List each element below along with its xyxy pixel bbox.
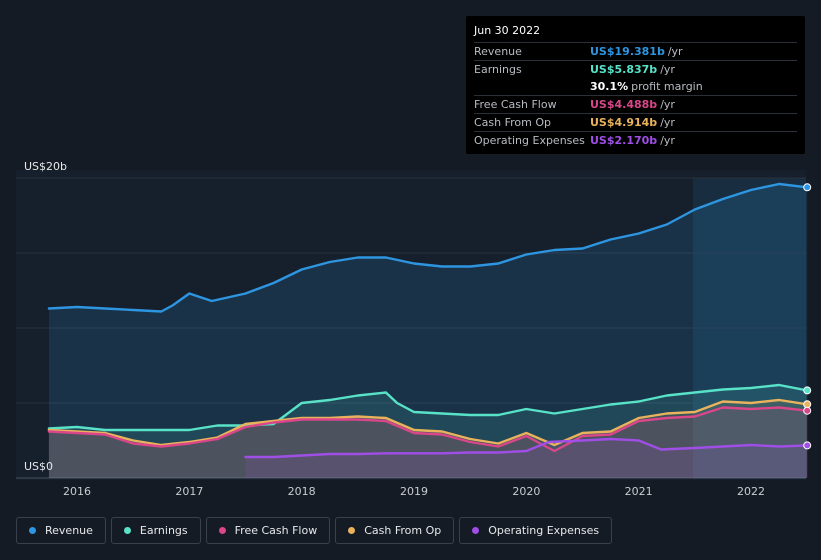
legend-dot-icon [123,527,131,534]
tooltip-panel: Jun 30 2022 Revenue US$19.381b /yr Earni… [466,16,805,154]
series-lines [47,182,809,459]
legend-item-earnings[interactable]: Earnings [110,517,201,544]
line-free-cash-flow [47,406,809,453]
x-tick-label: 2020 [512,485,540,498]
tooltip-unit: /yr [660,63,675,76]
line-cash-from-op [47,398,809,447]
chart-legend: Revenue Earnings Free Cash Flow Cash Fro… [16,517,613,544]
tooltip-value: US$2.170b [590,134,658,147]
legend-dot-icon [348,527,356,534]
end-marker-operating-expenses [803,441,812,450]
tooltip-value: US$19.381b [590,45,665,58]
tooltip-row-free-cash-flow: Free Cash Flow US$4.488b /yr [474,95,797,113]
series-end-markers [803,183,812,450]
tooltip-unit: /yr [667,45,683,58]
x-tick-label: 2019 [400,485,428,498]
line-revenue [47,182,809,313]
tooltip-unit: /yr [660,116,675,129]
y-tick-label: US$20b [24,160,67,173]
tooltip-unit: /yr [660,98,675,111]
legend-item-revenue[interactable]: Revenue [16,517,106,544]
legend-label: Cash From Op [364,524,442,537]
legend-dot-icon [29,527,36,534]
axis-labels: US$20b US$0 2016 2017 2018 2019 2020 2021 2022 [24,160,765,498]
area-operating-expenses [245,439,808,478]
legend-dot-icon [218,527,226,534]
tooltip-row-cash-from-op: Cash From Op US$4.914b /yr [474,113,797,131]
line-earnings [47,383,809,432]
tooltip-label: Free Cash Flow [474,98,557,111]
tooltip-value: US$4.488b [590,98,658,111]
x-tick-label: 2021 [625,485,653,498]
end-marker-earnings [803,386,812,395]
tooltip-value: US$5.837b [590,63,658,76]
tooltip-unit: /yr [660,134,675,147]
area-cash-from-op [48,400,808,478]
tooltip-label: Cash From Op [474,116,552,129]
tooltip-row-revenue: Revenue US$19.381b /yr [474,42,797,60]
tooltip-row-earnings: Earnings US$5.837b /yr [474,60,797,78]
tooltip-value: US$4.914b [590,116,658,129]
tooltip-label: Earnings [474,63,522,76]
legend-label: Operating Expenses [488,524,600,537]
legend-dot-icon [472,527,480,534]
x-tick-label: 2022 [737,485,765,498]
tooltip-row-operating-expenses: Operating Expenses US$2.170b /yr [474,131,797,149]
y-tick-label: US$0 [24,460,53,473]
line-operating-expenses [244,437,809,459]
end-marker-revenue [803,183,812,192]
tooltip-label: Revenue [474,45,522,58]
grid-lines [16,177,806,479]
area-free-cash-flow [48,407,808,478]
legend-label: Free Cash Flow [234,524,318,537]
chart-area: US$20b US$0 2016 2017 2018 2019 2020 2021 2022 [16,160,812,498]
tooltip-date: Jun 30 2022 [474,24,541,37]
legend-label: Earnings [139,524,188,537]
tooltip-row-profit-margin: 30.1% profit margin [474,78,797,95]
legend-item-cash-from-op[interactable]: Cash From Op [335,517,455,544]
tooltip-label: Operating Expenses [474,134,585,147]
x-tick-label: 2018 [288,485,316,498]
legend-item-free-cash-flow[interactable]: Free Cash Flow [205,517,331,544]
end-marker-free-cash-flow [803,406,812,415]
x-tick-label: 2017 [175,485,203,498]
tooltip-value: 30.1% [590,80,629,93]
legend-item-operating-expenses[interactable]: Operating Expenses [459,517,613,544]
tooltip-unit: profit margin [631,80,703,93]
x-tick-label: 2016 [63,485,91,498]
legend-label: Revenue [45,524,93,537]
